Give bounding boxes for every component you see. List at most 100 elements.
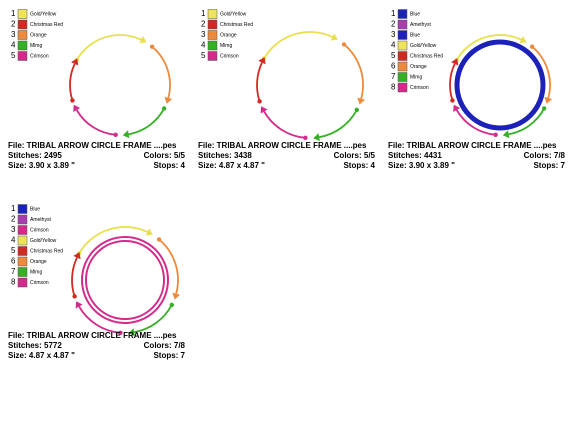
color-swatch	[397, 40, 408, 51]
stop-count: Stops: 7	[153, 351, 185, 360]
arrow-bead	[529, 44, 535, 49]
arrow-shaft	[263, 31, 333, 59]
color-number: 4	[201, 41, 206, 50]
color-count: Colors: 7/8	[524, 151, 566, 160]
color-swatch	[17, 267, 28, 277]
color-swatch	[397, 72, 408, 82]
color-swatch	[17, 256, 28, 267]
color-number: 2	[11, 20, 16, 29]
color-number: 4	[11, 236, 16, 245]
color-number: 2	[391, 20, 396, 29]
arrow-shaft	[508, 108, 545, 136]
color-name: Christmas Red	[220, 22, 253, 28]
file-name: File: TRIBAL ARROW CIRCLE FRAME ....pes	[198, 141, 367, 150]
arrow-head	[122, 130, 130, 139]
color-count: Colors: 5/5	[144, 151, 186, 160]
arrow-bead	[493, 132, 498, 138]
arrow-head	[172, 292, 181, 300]
color-count: Colors: 7/8	[144, 341, 186, 350]
file-name: File: TRIBAL ARROW CIRCLE FRAME ....pes	[8, 331, 177, 340]
color-number: 8	[11, 278, 16, 287]
arrow-shaft	[158, 238, 179, 294]
arrow-head	[75, 301, 83, 309]
stitch-count: Stitches: 5772	[8, 341, 62, 350]
arrow-bead	[118, 330, 123, 335]
color-swatch	[397, 61, 408, 72]
color-name: Christmas Red	[410, 53, 443, 59]
color-swatch	[17, 277, 28, 288]
color-name: Blue	[30, 206, 40, 212]
color-number: 6	[391, 62, 396, 71]
arrow-shaft	[256, 62, 263, 102]
arrow-shaft	[69, 63, 76, 101]
arrow-bead	[161, 106, 167, 111]
color-swatch	[397, 82, 408, 93]
color-name: Crimson	[30, 227, 49, 233]
color-name: Blue	[410, 32, 420, 38]
color-number: 2	[201, 20, 206, 29]
color-name: Amethyst	[30, 217, 51, 223]
arrow-head	[544, 96, 553, 104]
color-swatch	[17, 9, 28, 19]
color-name: Mlmg	[410, 74, 422, 80]
color-name: Orange	[30, 32, 47, 38]
color-number: 4	[11, 41, 16, 50]
arrow-shaft	[449, 63, 456, 101]
inner-ring	[85, 240, 165, 320]
color-name: Crimson	[220, 53, 239, 59]
color-name: Crimson	[30, 53, 49, 59]
inner-ring	[454, 39, 546, 131]
arrow-head	[260, 106, 268, 114]
color-name: Crimson	[410, 85, 429, 91]
design-size: Size: 4.87 x 4.87 "	[8, 351, 75, 360]
design-size: Size: 3.90 x 3.89 "	[8, 161, 75, 170]
design-panel: 1 Gold/Yellow 2 Christmas Red 3 Orange 4 Mlmg 5 C…	[8, 9, 186, 170]
color-number: 1	[11, 9, 16, 18]
arrow-head	[128, 328, 135, 337]
color-number: 5	[11, 51, 16, 60]
color-number: 7	[391, 72, 396, 81]
color-swatch	[207, 30, 218, 40]
design-panel: 1 Gold/Yellow 2 Christmas Red 3 Orange 4 Mlmg 5 C…	[198, 9, 376, 170]
color-swatch	[397, 19, 408, 30]
arrow-head	[357, 97, 366, 105]
color-number: 1	[391, 9, 396, 18]
arrow-head	[139, 36, 147, 44]
color-number: 5	[201, 51, 206, 60]
arrow-head	[519, 36, 527, 44]
color-name: Christmas Red	[30, 248, 63, 254]
color-number: 3	[11, 225, 16, 234]
arrow-bead	[303, 135, 308, 140]
arrow-head	[145, 228, 153, 236]
color-swatch	[17, 214, 28, 225]
color-swatch	[17, 235, 28, 246]
color-swatch	[397, 30, 408, 40]
arrow-bead	[341, 42, 347, 47]
color-name: Gold/Yellow	[410, 43, 437, 49]
arrow-shaft	[78, 306, 121, 334]
arrow-bead	[149, 44, 155, 49]
stitch-count: Stitches: 4431	[388, 151, 442, 160]
arrow-shaft	[75, 109, 116, 136]
color-number: 2	[11, 215, 16, 224]
color-swatch	[207, 51, 218, 61]
color-name: Orange	[30, 259, 47, 265]
arrow-shaft	[75, 34, 142, 61]
arrow-head	[164, 96, 173, 104]
arrow-head	[71, 58, 79, 66]
color-name: Mlmg	[30, 269, 42, 275]
arrow-bead	[70, 98, 75, 103]
color-number: 3	[201, 30, 206, 39]
arrow-shaft	[455, 109, 496, 136]
design-size: Size: 3.90 x 3.89 "	[388, 161, 455, 170]
arrow-bead	[257, 99, 262, 104]
stop-count: Stops: 4	[153, 161, 185, 170]
color-name: Blue	[410, 11, 420, 17]
arrow-head	[313, 133, 320, 142]
color-name: Amethyst	[410, 22, 431, 28]
color-number: 5	[391, 51, 396, 60]
color-swatch	[17, 225, 28, 235]
color-name: Crimson	[30, 280, 49, 286]
color-swatch	[397, 9, 408, 19]
